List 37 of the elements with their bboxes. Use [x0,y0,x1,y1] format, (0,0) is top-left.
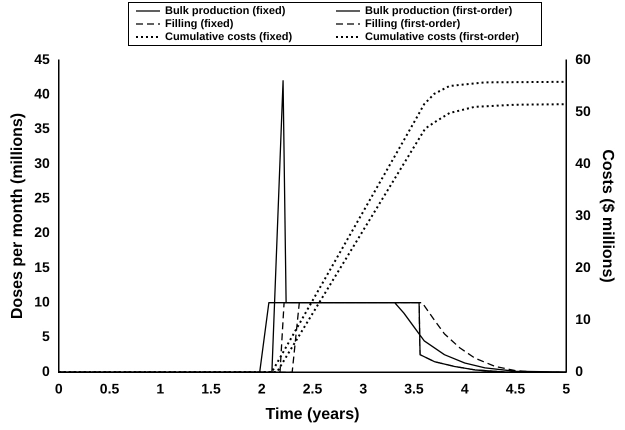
legend-label: Filling (fixed) [165,18,234,30]
x-tick-label: 4.5 [506,380,526,396]
y2-tick-label: 30 [575,206,592,223]
y2-axis-title: Costs ($ millions) [598,149,616,283]
x-tick-label: 2.5 [302,380,322,396]
x-tick-label: 0 [54,380,63,396]
y-tick-label: 45 [34,50,50,67]
x-tick-label: 3 [359,380,368,396]
y2-tick-label: 0 [575,362,584,379]
x-tick-label: 1 [156,380,164,396]
legend-label: Bulk production (fixed) [165,5,286,17]
x-axis-title: Time (years) [266,406,360,423]
x-tick-label: 2 [258,380,266,396]
x-tick-label: 1.5 [201,380,221,396]
y-tick-label: 30 [34,154,50,171]
y-axis-title: Doses per month (millions) [9,112,26,320]
y-tick-label: 20 [34,224,50,240]
y-tick-label: 15 [34,258,50,275]
y-tick-label: 25 [34,190,50,206]
y-tick-label: 35 [34,120,50,136]
y-tick-label: 0 [42,362,50,379]
y2-tick-label: 60 [575,50,592,67]
y-tick-label: 40 [34,86,50,102]
y2-tick-label: 40 [575,154,592,171]
x-tick-label: 3.5 [404,380,424,396]
y2-tick-label: 50 [575,102,592,119]
y-tick-label: 5 [42,328,50,344]
x-tick-label: 0.5 [100,380,120,396]
legend-label: Cumulative costs (fixed) [165,31,292,43]
y2-tick-label: 20 [575,258,592,275]
x-tick-label: 4 [460,380,469,396]
legend-label: Cumulative costs (first-order) [365,31,520,43]
y2-tick-label: 10 [575,310,592,327]
y-tick-label: 10 [34,294,50,310]
legend-label: Filling (first-order) [365,18,460,30]
legend-label: Bulk production (first-order) [365,5,512,17]
x-tick-label: 5 [562,380,570,396]
